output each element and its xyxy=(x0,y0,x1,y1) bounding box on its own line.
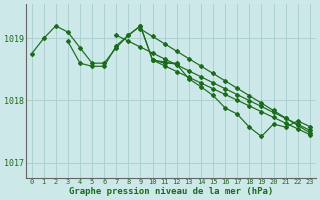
X-axis label: Graphe pression niveau de la mer (hPa): Graphe pression niveau de la mer (hPa) xyxy=(68,187,273,196)
